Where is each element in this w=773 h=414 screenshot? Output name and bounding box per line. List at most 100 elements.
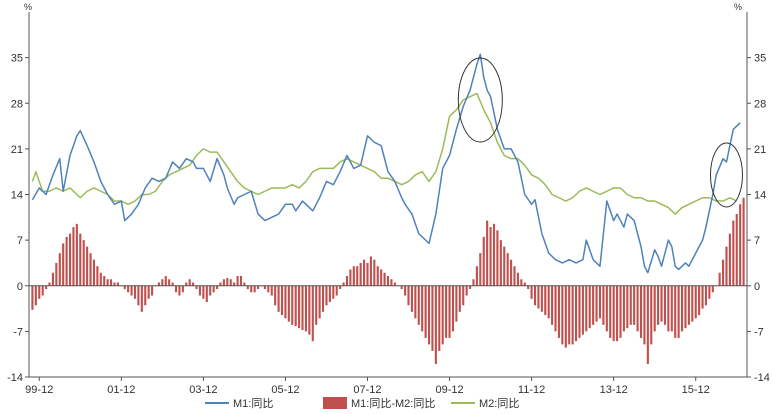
diff-bar [335, 285, 338, 296]
diff-bar [222, 279, 225, 286]
diff-bar [574, 285, 578, 342]
y-tick-label-left: -14 [7, 372, 23, 384]
diff-bar [38, 285, 41, 299]
diff-bar [544, 285, 547, 316]
diff-bar [492, 223, 496, 286]
diff-bar [540, 285, 543, 312]
diff-bar [657, 285, 660, 325]
diff-bar [363, 259, 366, 286]
y-tick-label-left: 28 [11, 98, 23, 110]
diff-bar [445, 285, 448, 338]
x-tick-label: 11-12 [518, 384, 545, 396]
diff-bar [274, 285, 277, 306]
diff-bar [89, 253, 92, 286]
diff-bar [701, 285, 704, 309]
diff-bar [280, 285, 284, 316]
diff-bar [301, 285, 304, 331]
diff-bar [462, 285, 465, 306]
diff-bar [130, 285, 133, 296]
y-tick-label-left: 35 [11, 53, 23, 65]
diff-bar [277, 285, 280, 312]
diff-bar [82, 240, 85, 286]
diff-bar [133, 285, 137, 299]
diff-bar [164, 275, 167, 286]
diff-bar [219, 282, 222, 286]
x-tick-label: 99-12 [25, 384, 53, 396]
diff-bar [369, 256, 372, 286]
diff-bar [523, 282, 526, 286]
diff-bar [711, 285, 714, 293]
diff-bar [427, 285, 431, 345]
diff-bar [96, 266, 99, 286]
diff-bar [728, 233, 731, 286]
diff-bar [503, 246, 506, 286]
diff-bar [622, 285, 625, 332]
left-unit-label: % [24, 2, 32, 12]
diff-bar [304, 285, 307, 332]
diff-bar [629, 285, 632, 325]
diff-bar [263, 285, 266, 290]
diff-bar [390, 279, 393, 286]
diff-bar [386, 275, 390, 286]
annotations [457, 57, 743, 208]
diff-bar [455, 285, 458, 322]
diff-bar [670, 285, 673, 332]
diff-bar [506, 253, 509, 286]
y-tick-label-left: 0 [17, 281, 23, 293]
diff-bar [332, 285, 335, 299]
highlight-ellipse-peak-2009 [457, 57, 503, 143]
y-tick-label-right: 35 [754, 53, 766, 65]
diff-bar [568, 285, 571, 345]
diff-bar [253, 285, 256, 293]
diff-bar [653, 285, 656, 332]
diff-bar [195, 285, 198, 290]
diff-bar [677, 285, 680, 338]
diff-bar [609, 285, 612, 338]
diff-bar [581, 285, 584, 335]
diff-bar [198, 285, 202, 296]
line-m2 [31, 92, 738, 215]
diff-bar [359, 262, 362, 286]
diff-bar [151, 285, 154, 296]
y-tick-label-left: 21 [11, 144, 23, 156]
legend-marker-diff [323, 397, 347, 409]
diff-bar [328, 285, 331, 303]
highlight-ellipse-2015 [709, 142, 743, 208]
diff-bar [698, 285, 701, 316]
diff-bar [469, 285, 472, 290]
diff-bar [404, 285, 407, 296]
legend-label-diff: M1:同比-M2:同比 [351, 397, 435, 410]
diff-bar [571, 285, 574, 345]
diff-bar [557, 285, 561, 338]
diff-bar [708, 285, 711, 299]
diff-bar [554, 285, 557, 332]
tick-group: -14 -14 -7 -7 0 0 7 7 14 14 21 21 28 28 35 35 99-12 01-12… [7, 53, 770, 396]
diff-bar [742, 197, 745, 286]
y-tick-label-left: 14 [11, 190, 23, 202]
x-tick-label: 05-12 [271, 384, 299, 396]
diff-bar [650, 285, 653, 345]
y-tick-label-left: 7 [17, 235, 23, 247]
diff-bar [513, 266, 516, 286]
diff-bar [267, 285, 270, 293]
diff-bar [161, 279, 164, 286]
diff-bar [106, 279, 109, 286]
diff-bar [68, 233, 72, 286]
diff-bar [472, 279, 475, 286]
diff-bar [116, 282, 119, 286]
diff-bar [99, 272, 102, 286]
diff-bar [585, 285, 588, 332]
legend: M1:同比 M1:同比-M2:同比 M2:同比 [205, 397, 519, 410]
right-unit-label: % [734, 2, 742, 12]
y-tick-label-right: 28 [754, 98, 766, 110]
diff-bar [48, 282, 51, 286]
diff-bar [667, 285, 670, 332]
diff-bar [31, 285, 34, 310]
diff-bar [451, 285, 455, 332]
diff-bar [308, 285, 311, 335]
diff-bar [72, 227, 75, 286]
y-tick-label-right: 7 [754, 235, 760, 247]
diff-bar [598, 285, 602, 319]
diff-bar [441, 285, 444, 345]
y-tick-label-right: -7 [754, 326, 764, 338]
